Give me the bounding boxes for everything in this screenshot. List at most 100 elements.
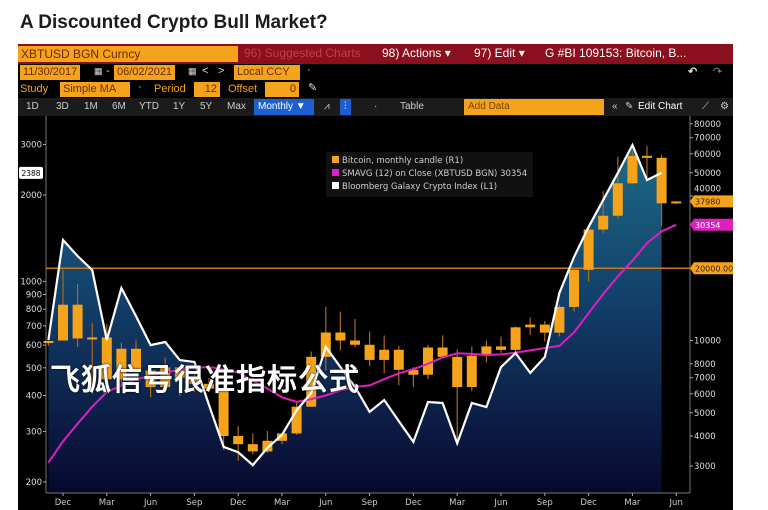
x-tick-label: Dec xyxy=(405,498,422,508)
left-tick-label: 200 xyxy=(26,478,42,488)
line-chart-icon[interactable]: ⩘ xyxy=(324,101,330,112)
more-icon[interactable]: · xyxy=(374,101,378,112)
period-field[interactable]: 12 xyxy=(194,82,220,97)
legend-label: SMAVG (12) on Close (XBTUSD BGN) 30354 xyxy=(342,169,528,179)
candle-body xyxy=(43,341,54,344)
candle-body xyxy=(116,348,127,380)
currency-select[interactable]: Local CCY xyxy=(234,65,300,80)
date-separator: - xyxy=(106,65,110,77)
settings-icon[interactable]: ⚙ xyxy=(720,101,729,112)
x-tick-label: Sep xyxy=(186,498,202,508)
range-3d[interactable]: 3D xyxy=(56,101,69,112)
right-tick-label: 70000 xyxy=(694,134,721,144)
right-value-label: 20000.00 xyxy=(695,264,733,273)
right-tick-label: 3000 xyxy=(694,462,716,472)
period-label: Period xyxy=(154,83,186,95)
legend-swatch xyxy=(332,169,339,176)
candle-body xyxy=(87,337,98,340)
legend-label: Bitcoin, monthly candle (R1) xyxy=(342,156,464,166)
edit-chart-button[interactable]: Edit Chart xyxy=(638,101,683,112)
range-ytd[interactable]: YTD xyxy=(139,101,159,112)
x-tick-label: Jun xyxy=(493,498,507,508)
x-tick-label: Dec xyxy=(230,498,247,508)
calendar-icon[interactable]: ▦ xyxy=(188,66,197,76)
left-tick-label: 700 xyxy=(26,322,42,332)
actions-menu[interactable]: 98) Actions ▾ xyxy=(382,46,451,60)
offset-field[interactable]: 0 xyxy=(265,82,299,97)
candle-body xyxy=(496,346,506,350)
prev-button[interactable]: < xyxy=(202,65,209,77)
range-1y[interactable]: 1Y xyxy=(173,101,186,112)
chart-canvas[interactable]: 3000 2000 1000 900 800 700 600 500 400 300 200 2388… xyxy=(18,116,733,510)
start-date-field[interactable]: 11/30/2017 xyxy=(20,65,81,80)
right-tick-label: 8000 xyxy=(694,360,716,370)
watermark-text: 飞狐信号很准指标公式 xyxy=(50,363,360,398)
candle-body xyxy=(189,377,200,384)
x-tick-label: Jun xyxy=(143,498,157,508)
chart-name: G #BI 109153: Bitcoin, B... xyxy=(545,46,687,60)
candle-body xyxy=(160,367,171,388)
candle-body xyxy=(466,355,477,388)
ticker-field[interactable]: XBTUSD BGN Curncy xyxy=(18,46,238,62)
dropdown-icon[interactable]: · xyxy=(138,81,142,93)
study-select[interactable]: Simple MA xyxy=(60,82,130,97)
legend-swatch xyxy=(332,156,339,163)
range-1m[interactable]: 1M xyxy=(84,101,98,112)
calendar-icon[interactable]: ▦ xyxy=(94,66,103,76)
candle-body xyxy=(277,433,287,441)
right-tick-label: 60000 xyxy=(694,150,721,160)
annotate-icon[interactable]: ⟋ xyxy=(702,101,709,112)
page-title: A Discounted Crypto Bull Market? xyxy=(20,12,328,33)
candle-body xyxy=(642,155,652,158)
legend-label: Bloomberg Galaxy Crypto Index (L1) xyxy=(342,182,498,192)
candle-body xyxy=(72,304,83,339)
candle-body xyxy=(364,344,375,360)
undo-icon[interactable]: ↶ xyxy=(688,66,698,78)
redo-icon[interactable]: ↷ xyxy=(713,66,723,78)
right-tick-label: 5000 xyxy=(694,409,716,419)
suggested-charts-button[interactable]: 96) Suggested Charts xyxy=(244,46,361,60)
candle-body xyxy=(583,229,594,270)
next-button[interactable]: > xyxy=(218,65,225,77)
edit-menu[interactable]: 97) Edit ▾ xyxy=(474,46,525,60)
candle-body xyxy=(131,348,141,371)
range-5y[interactable]: 5Y xyxy=(200,101,213,112)
x-tick-label: Mar xyxy=(274,498,291,508)
galaxy-index-line xyxy=(47,142,663,467)
left-tick-label: 400 xyxy=(26,392,42,402)
candle-body xyxy=(58,304,68,341)
right-value-label: 37980 xyxy=(695,197,720,206)
left-tick-label: 300 xyxy=(26,427,42,437)
candle-body xyxy=(671,201,682,204)
range-max[interactable]: Max xyxy=(227,101,246,112)
candle-body xyxy=(174,367,185,378)
x-tick-label: Jun xyxy=(669,498,683,508)
candle-chart-icon[interactable]: ⫶ xyxy=(340,99,351,115)
left-tick-label: 900 xyxy=(26,291,42,301)
table-button[interactable]: Table xyxy=(400,101,424,112)
left-last-value-label: 2388 xyxy=(21,169,40,178)
candle-body xyxy=(554,306,565,333)
candle-body xyxy=(510,327,521,350)
range-1d[interactable]: 1D xyxy=(26,101,39,112)
add-data-field[interactable]: Add Data xyxy=(464,99,604,115)
frequency-select[interactable]: Monthly ▼ xyxy=(254,99,314,115)
candle-body xyxy=(204,383,214,389)
pencil-icon[interactable]: ✎ xyxy=(625,101,634,112)
candle-body xyxy=(291,406,302,434)
study-label: Study xyxy=(20,83,49,95)
candle-body xyxy=(233,436,244,445)
collapse-button[interactable]: « xyxy=(612,101,618,112)
left-tick-label: 500 xyxy=(26,364,42,374)
candle-body xyxy=(393,349,404,370)
right-tick-label: 4000 xyxy=(694,432,716,442)
range-6m[interactable]: 6M xyxy=(112,101,126,112)
x-tick-label: Mar xyxy=(624,498,641,508)
end-date-field[interactable]: 06/02/2021 xyxy=(114,65,176,80)
candle-body xyxy=(247,444,258,452)
pencil-icon[interactable]: ✎ xyxy=(308,82,318,94)
right-value-badge xyxy=(690,262,733,275)
candle-body xyxy=(262,440,273,452)
legend-item-bitcoin: Bitcoin, monthly candle (R1) xyxy=(332,155,527,168)
dropdown-icon[interactable]: · xyxy=(307,64,311,76)
